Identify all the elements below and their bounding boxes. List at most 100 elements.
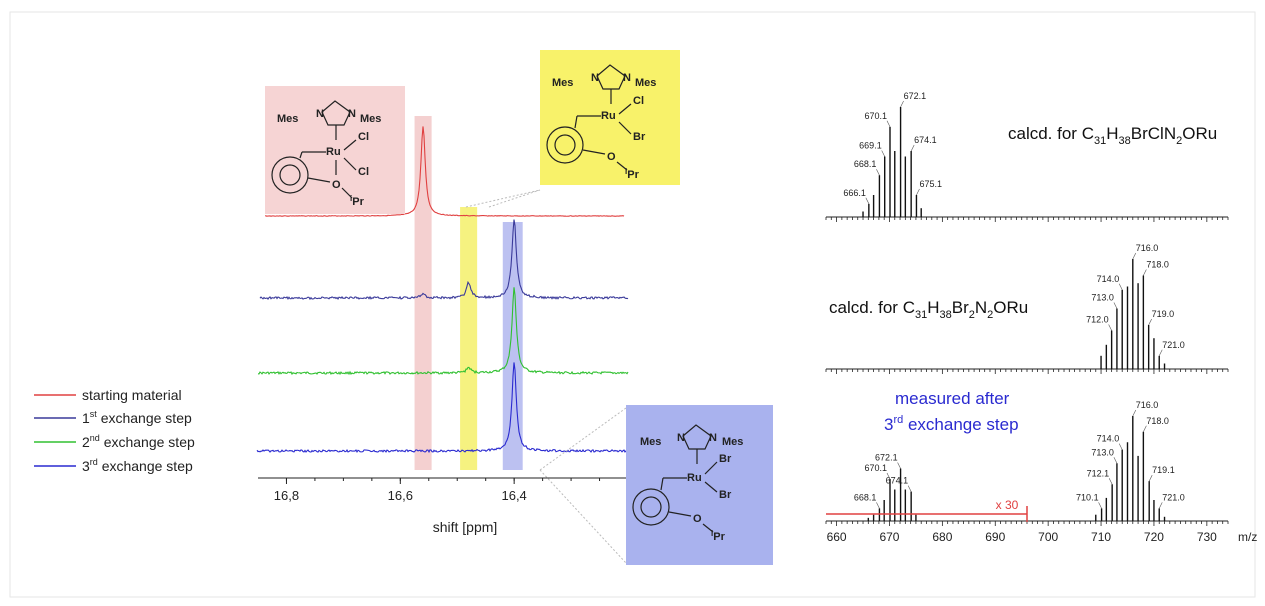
ms-label-leader — [1108, 324, 1112, 331]
ms-peak-label-2-1: 670.1 — [864, 463, 887, 473]
structure-box-blue — [626, 405, 773, 565]
ms-label-leader — [907, 485, 912, 492]
struct-pink-ipr: iPr — [350, 194, 365, 208]
ms-label-leader — [897, 462, 901, 469]
ms-label-leader — [1113, 302, 1118, 309]
struct-pink-mes-left: Mes — [277, 113, 298, 125]
ms-peak-label-2-0: 668.1 — [854, 492, 877, 502]
ms-panel-calcd-brcl: 666.1 668.1 669.1 670.1 672.1 674.1 675.1 — [825, 91, 1229, 222]
connector-yellow-a — [465, 189, 541, 208]
struct-blue-br-bottom: Br — [719, 489, 732, 501]
struct-pink-o: O — [332, 179, 341, 191]
struct-pink-n-left: N — [316, 108, 324, 120]
ms-label-leader — [1158, 349, 1163, 356]
ms-peak-label-2-4: 710.1 — [1076, 492, 1099, 502]
ms-tick-label-7: 730 — [1197, 530, 1217, 544]
ms-label-leader — [1148, 318, 1152, 326]
legend-label-1st: 1st exchange step — [82, 409, 192, 426]
struct-yellow-mes-left: Mes — [552, 77, 573, 89]
ms-label-leader — [1158, 502, 1163, 509]
figure-border — [9, 11, 1256, 598]
nmr-traces — [256, 126, 629, 454]
nmr-x-ticks: 16,8 16,6 16,4 — [274, 478, 601, 503]
ms-tick-label-5: 710 — [1091, 530, 1111, 544]
nmr-tick-label-2: 16,4 — [501, 488, 526, 503]
ms-tick-label-0: 660 — [827, 530, 847, 544]
ms-label-leader — [886, 472, 891, 480]
ms-peak-label-1-2: 714.0 — [1097, 274, 1120, 284]
nmr-trace-2 — [259, 219, 629, 301]
ms-label-leader — [1132, 252, 1137, 260]
ms-peak-label-2-7: 714.0 — [1097, 434, 1120, 444]
ms-x-ticks: 660 670 680 690 700 710 720 730 — [827, 530, 1218, 544]
ms-scale-label: x 30 — [996, 498, 1019, 512]
struct-blue-ipr: iPr — [711, 529, 726, 543]
ms-tick-label-6: 720 — [1144, 530, 1164, 544]
ms-label-leader — [900, 100, 904, 108]
ms-peak-label-2-5: 712.1 — [1087, 468, 1110, 478]
ms-title-calcd-br2: calcd. for C31H38Br2N2ORu — [829, 298, 1028, 321]
structure-bonds-yellow — [546, 64, 632, 171]
struct-yellow-ru: Ru — [601, 110, 616, 122]
ms-label-leader — [865, 197, 870, 204]
connector-blue-a — [539, 407, 627, 471]
nmr-trace-1 — [264, 126, 625, 217]
struct-yellow-br: Br — [633, 131, 646, 143]
legend-label-3rd: 3rd exchange step — [82, 457, 193, 474]
legend: starting material 1st exchange step 2nd … — [34, 387, 195, 474]
ms-peak-label-0-1: 668.1 — [854, 159, 877, 169]
nmr-panel: 16,8 16,6 16,4 shift [ppm] starting materi… — [34, 50, 773, 565]
structure-bonds-blue — [632, 424, 718, 533]
ms-label-leader — [1118, 443, 1123, 450]
struct-blue-ru: Ru — [687, 472, 702, 484]
nmr-tick-label-1: 16,6 — [388, 488, 413, 503]
ms-label-leader — [1132, 409, 1137, 417]
ms-peak-label-1-3: 716.0 — [1136, 243, 1159, 253]
struct-blue-n-left: N — [677, 432, 685, 444]
ms-label-leader — [1118, 283, 1123, 290]
ms-peak-label-1-1: 713.0 — [1091, 293, 1114, 303]
struct-yellow-cl: Cl — [633, 95, 644, 107]
ms-label-leader — [1098, 502, 1102, 509]
structure-dibromo: Mes N N Mes Ru Br Br O iPr — [626, 405, 773, 565]
ms-tick-label-1: 670 — [879, 530, 899, 544]
legend-label-2nd: 2nd exchange step — [82, 433, 195, 450]
structure-dichloro: Mes N N Mes Ru Cl Cl O iPr — [265, 86, 405, 214]
struct-yellow-mes-right: Mes — [635, 77, 656, 89]
ms-tick-label-2: 680 — [932, 530, 952, 544]
ms-label-leader — [876, 169, 880, 176]
struct-blue-n-right: N — [709, 432, 717, 444]
ms-peak-label-2-8: 716.0 — [1136, 400, 1159, 410]
struct-blue-mes-right: Mes — [722, 436, 743, 448]
nmr-highlight-bands — [414, 116, 523, 470]
structure-bromochloro: Mes N N Mes Ru Cl Br O iPr — [540, 50, 680, 185]
highlight-band-1 — [460, 207, 478, 470]
connector-blue-b — [539, 469, 627, 564]
struct-blue-mes-left: Mes — [640, 436, 661, 448]
ms-peak-label-2-3: 674.1 — [886, 476, 909, 486]
struct-yellow-ipr: iPr — [625, 167, 640, 181]
nmr-tick-label-0: 16,8 — [274, 488, 299, 503]
struct-yellow-n-right: N — [623, 72, 631, 84]
ms-tick-label-4: 700 — [1038, 530, 1058, 544]
ms-peak-label-1-4: 718.0 — [1146, 260, 1169, 270]
ms-x-axis-label: m/z — [1238, 530, 1257, 544]
structure-bonds-pink — [271, 100, 357, 199]
ms-title-measured-line2: 3rd exchange step — [884, 414, 1019, 434]
ms-label-leader — [916, 188, 920, 196]
highlight-band-2 — [502, 222, 523, 470]
connector-yellow-b — [488, 189, 541, 208]
struct-blue-o: O — [693, 513, 702, 525]
struct-yellow-o: O — [607, 151, 616, 163]
ms-peak-label-0-2: 669.1 — [859, 141, 882, 151]
ms-peak-label-2-2: 672.1 — [875, 453, 898, 463]
ms-peak-label-2-9: 718.0 — [1146, 416, 1169, 426]
ms-title-calcd-brcl: calcd. for C31H38BrClN2ORu — [1008, 124, 1217, 147]
ms-label-leader — [1143, 269, 1147, 276]
struct-pink-n-right: N — [348, 108, 356, 120]
ms-peak-label-0-5: 674.1 — [914, 135, 937, 145]
struct-pink-ru: Ru — [326, 146, 341, 158]
nmr-trace-3 — [257, 287, 629, 376]
